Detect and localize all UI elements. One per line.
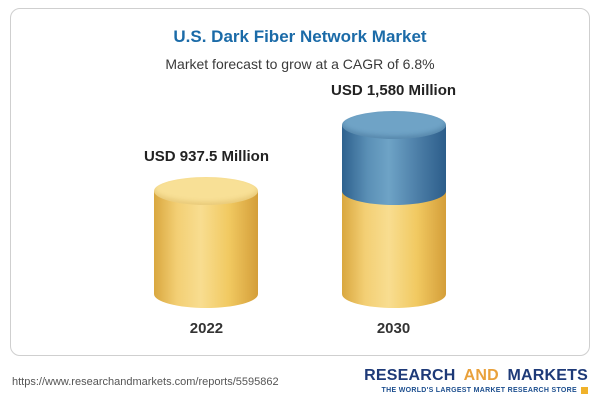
bar-column-2022: USD 937.5 Million 2022: [144, 148, 269, 337]
cylinder-top-2022: [154, 176, 259, 205]
bar-column-2030: USD 1,580 Million 2030: [331, 82, 456, 338]
cylinder-segment-base: [341, 190, 446, 308]
cylinder-2022: [154, 176, 259, 308]
cylinder-top-2030: [341, 110, 446, 139]
logo-word-markets: MARKETS: [507, 367, 588, 384]
cylinder-body-2022: [154, 190, 259, 308]
cylinder-body-base: [341, 190, 446, 308]
year-label-2022: 2022: [189, 320, 224, 337]
value-label-2030: USD 1,580 Million: [331, 81, 457, 99]
logo-tagline-row: THE WORLD'S LARGEST MARKET RESEARCH STOR…: [364, 387, 588, 394]
logo-wordmark: RESEARCH AND MARKETS: [364, 367, 588, 385]
chart-card: U.S. Dark Fiber Network Market Market fo…: [10, 8, 590, 356]
chart-subtitle: Market forecast to grow at a CAGR of 6.8…: [165, 56, 435, 72]
logo-word-and: AND: [463, 367, 499, 384]
year-label-2030: 2030: [376, 320, 411, 337]
logo-tagline: THE WORLD'S LARGEST MARKET RESEARCH STOR…: [381, 387, 577, 394]
cylinder-2030: [341, 110, 446, 308]
value-label-2022: USD 937.5 Million: [143, 147, 269, 165]
cylinder-segment-growth: [341, 110, 446, 205]
chart-title: U.S. Dark Fiber Network Market: [173, 27, 427, 46]
logo-word-research: RESEARCH: [364, 367, 456, 384]
report-url: https://www.researchandmarkets.com/repor…: [12, 376, 279, 388]
chart-area: USD 937.5 Million 2022 USD 1,580 Million…: [11, 82, 589, 338]
research-and-markets-logo: RESEARCH AND MARKETS THE WORLD'S LARGEST…: [364, 367, 588, 394]
logo-gold-square-icon: [581, 387, 588, 394]
